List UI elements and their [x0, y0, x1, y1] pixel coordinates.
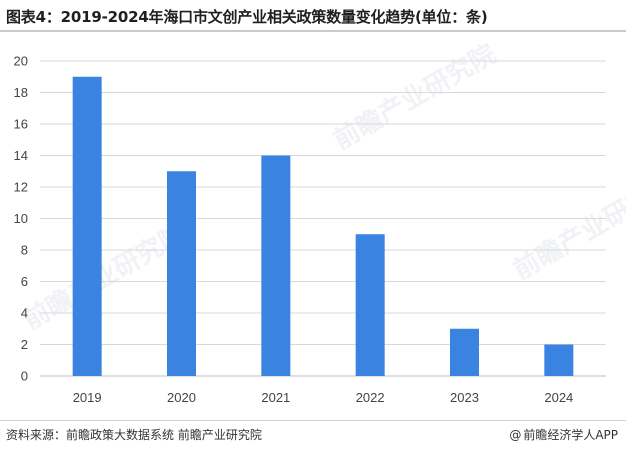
- y-tick-label: 8: [21, 243, 28, 258]
- bar-2021: [261, 155, 291, 376]
- watermark-text: 前瞻产业研究院: [508, 168, 626, 286]
- bar-2022: [355, 234, 385, 376]
- x-tick-label: 2022: [356, 390, 385, 405]
- bar-2020: [167, 171, 196, 376]
- y-tick-label: 6: [21, 274, 28, 289]
- at-sign-icon: @: [509, 428, 522, 442]
- x-tick-label: 2020: [167, 390, 196, 405]
- y-tick-label: 18: [14, 85, 28, 100]
- source-note: 资料来源：前瞻政策大数据系统 前瞻产业研究院: [6, 428, 262, 442]
- y-tick-label: 2: [21, 337, 28, 352]
- brand-label: @ 前瞻经济学人APP: [509, 426, 618, 443]
- x-tick-label: 2019: [73, 390, 102, 405]
- bar-2023: [450, 328, 479, 376]
- x-tick-label: 2021: [261, 390, 290, 405]
- y-tick-label: 20: [14, 54, 28, 69]
- bar-2024: [544, 344, 574, 376]
- footer-divider: [0, 420, 626, 421]
- watermark-text: 前瞻产业研究院: [328, 38, 501, 156]
- x-tick-label: 2024: [544, 390, 573, 405]
- watermark-text: 前瞻产业研究院: [18, 218, 191, 336]
- bars: [72, 76, 574, 376]
- brand-text: 前瞻经济学人APP: [523, 428, 618, 442]
- title-divider: [0, 30, 626, 32]
- y-axis-ticks: 0 2 4 6 8 10 12 14 16 18 20: [14, 54, 28, 384]
- bar-2019: [72, 76, 102, 376]
- y-tick-label: 16: [14, 117, 28, 132]
- grid-lines: [40, 60, 606, 377]
- x-tick-label: 2023: [450, 390, 479, 405]
- y-tick-label: 0: [21, 369, 28, 384]
- y-tick-label: 12: [14, 180, 28, 195]
- y-tick-label: 4: [21, 306, 28, 321]
- y-tick-label: 14: [14, 148, 28, 163]
- chart-title: 图表4：2019-2024年海口市文创产业相关政策数量变化趋势(单位：条): [6, 8, 488, 26]
- y-tick-label: 10: [14, 211, 28, 226]
- x-axis-ticks: 2019 2020 2021 2022 2023 2024: [73, 390, 574, 405]
